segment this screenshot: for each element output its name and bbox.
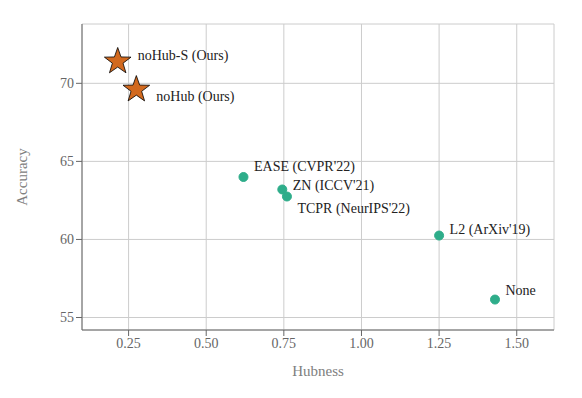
svg-text:1.25: 1.25 [427,336,452,351]
svg-text:60: 60 [60,232,74,247]
svg-text:55: 55 [60,310,74,325]
svg-text:65: 65 [60,154,74,169]
svg-text:None: None [506,283,536,298]
svg-text:0.50: 0.50 [194,336,219,351]
svg-text:70: 70 [60,76,74,91]
svg-text:0.75: 0.75 [272,336,297,351]
svg-text:EASE (CVPR'22): EASE (CVPR'22) [254,159,355,175]
svg-text:L2 (ArXiv'19): L2 (ArXiv'19) [450,222,531,238]
svg-text:1.00: 1.00 [349,336,374,351]
svg-text:noHub-S (Ours): noHub-S (Ours) [138,48,229,64]
svg-text:0.25: 0.25 [116,336,141,351]
svg-text:Accuracy: Accuracy [14,148,30,206]
svg-text:Hubness: Hubness [292,363,344,379]
svg-text:TCPR (NeurIPS'22): TCPR (NeurIPS'22) [297,201,410,217]
svg-text:noHub (Ours): noHub (Ours) [156,89,234,105]
svg-text:ZN (ICCV'21): ZN (ICCV'21) [293,178,375,194]
svg-text:1.50: 1.50 [504,336,529,351]
